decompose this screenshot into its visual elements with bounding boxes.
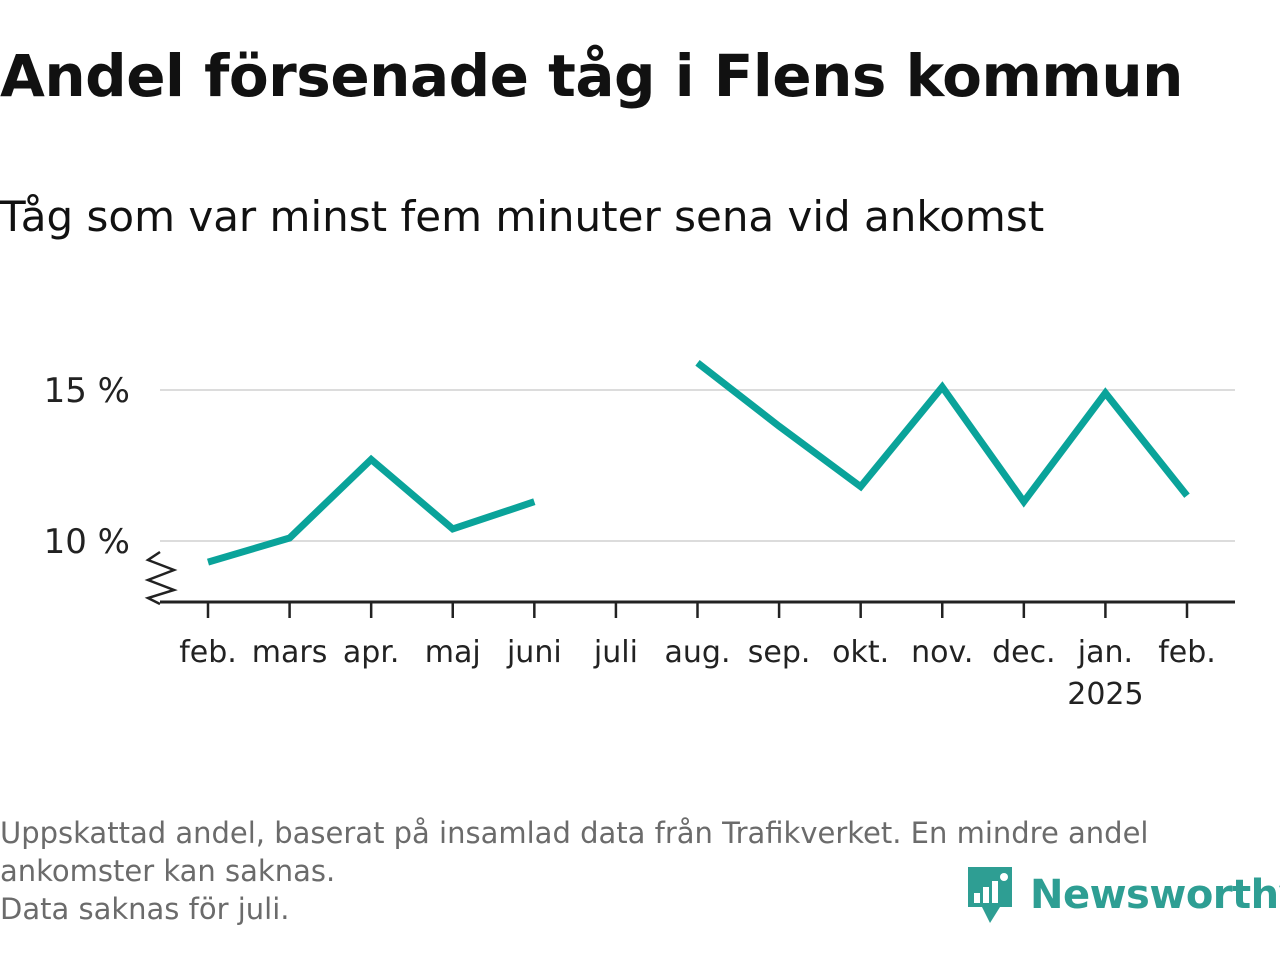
line-chart: 10 % 15 % feb. mars apr. maj juni juli aug. sep.… bbox=[44, 360, 1235, 712]
series-lines bbox=[207, 360, 1190, 566]
x-tick-label: juni bbox=[506, 635, 562, 670]
x-tick-label: jan. bbox=[1077, 635, 1133, 670]
x-tick-label: feb. bbox=[1158, 635, 1216, 670]
x-tick-label: juli bbox=[593, 635, 638, 670]
y-tick-label: 10 % bbox=[44, 522, 130, 562]
year-label: 2025 bbox=[1067, 677, 1143, 712]
x-tick-label: okt. bbox=[832, 635, 889, 670]
series-line-segment bbox=[695, 360, 1190, 508]
footnote: Uppskattad andel, baserat på insamlad da… bbox=[0, 814, 1270, 928]
x-tick-label: mars bbox=[252, 635, 328, 670]
x-tick-label: apr. bbox=[343, 635, 400, 670]
x-tick-label: nov. bbox=[911, 635, 973, 670]
x-tick-label: maj bbox=[425, 635, 481, 670]
newsworthy-logo-icon bbox=[968, 867, 1012, 923]
chart-subtitle: Tåg som var minst fem minuter sena vid a… bbox=[0, 192, 1045, 241]
brand-name: Newsworthy bbox=[1030, 872, 1280, 918]
chart-title: Andel försenade tåg i Flens kommun bbox=[0, 42, 1183, 110]
footnote-line-1: Uppskattad andel, baserat på insamlad da… bbox=[0, 816, 1149, 850]
gridlines bbox=[160, 389, 1235, 542]
x-tick-labels: feb. mars apr. maj juni juli aug. sep. okt. nov. d… bbox=[179, 635, 1216, 712]
x-tick-label: dec. bbox=[992, 635, 1056, 670]
x-tick-label: sep. bbox=[748, 635, 811, 670]
brand-logo: Newsworthy bbox=[964, 862, 1280, 928]
series-line-segment bbox=[207, 454, 536, 566]
x-tick-label: aug. bbox=[665, 635, 731, 670]
y-tick-label: 15 % bbox=[44, 371, 130, 411]
footnote-line-3: Data saknas för juli. bbox=[0, 892, 290, 926]
x-axis bbox=[144, 550, 1235, 618]
footnote-line-2: ankomster kan saknas. bbox=[0, 854, 336, 888]
y-axis: 10 % 15 % bbox=[44, 371, 130, 562]
x-tick-label: feb. bbox=[179, 635, 237, 670]
axis-break-icon bbox=[144, 550, 178, 606]
